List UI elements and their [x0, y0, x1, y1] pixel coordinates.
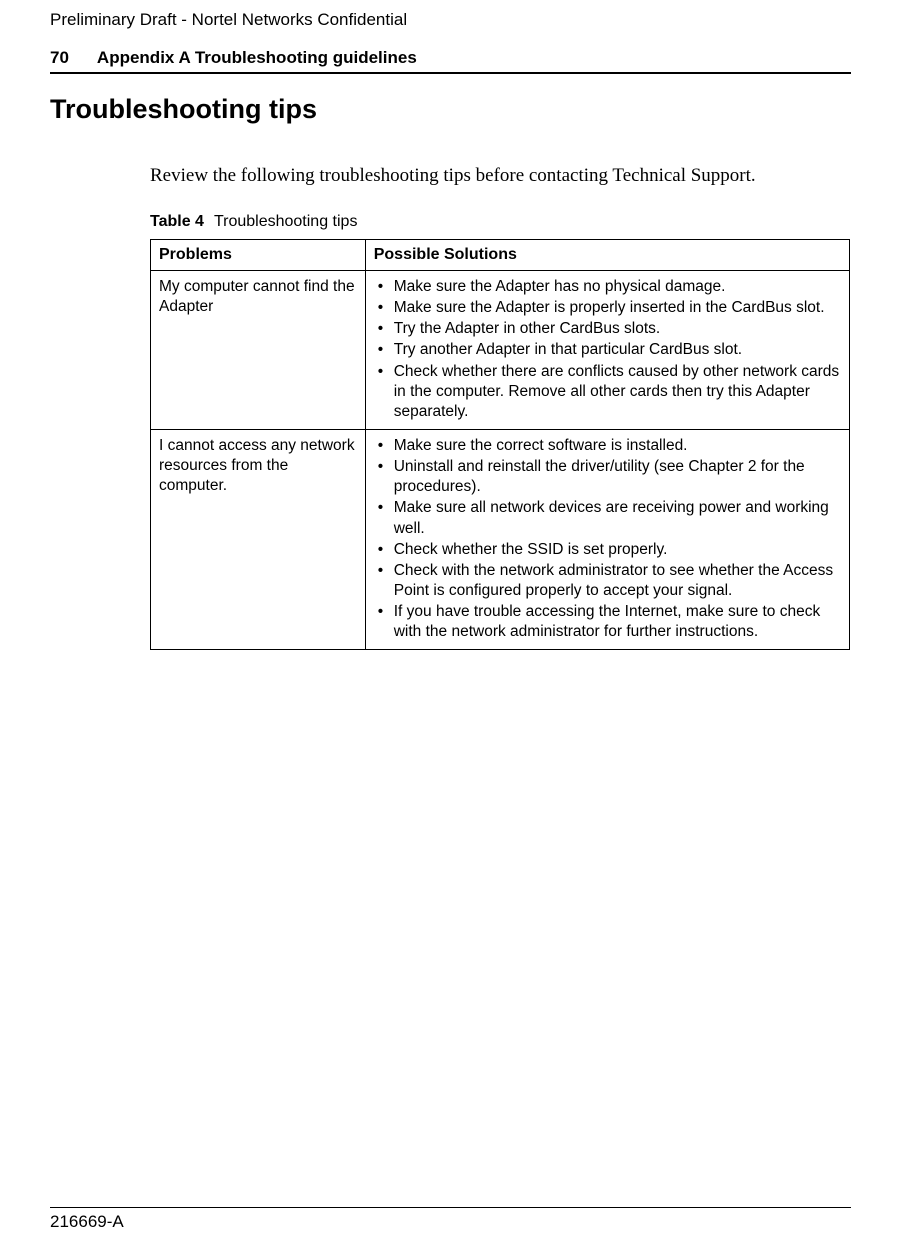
solution-cell: Make sure the Adapter has no physical da…	[365, 271, 849, 430]
solution-list: Make sure the Adapter has no physical da…	[374, 277, 841, 422]
problem-cell: I cannot access any network resources fr…	[151, 429, 366, 649]
table-caption-text: Troubleshooting tips	[214, 213, 358, 230]
page-header: 70 Appendix A Troubleshooting guidelines	[50, 48, 851, 68]
list-item: Uninstall and reinstall the driver/utili…	[374, 457, 841, 497]
draft-label: Preliminary Draft - Nortel Networks Conf…	[50, 10, 851, 30]
document-id: 216669-A	[50, 1212, 124, 1231]
page-footer: 216669-A	[50, 1207, 851, 1232]
page-container: Preliminary Draft - Nortel Networks Conf…	[0, 0, 901, 1252]
table-row: My computer cannot find the Adapter Make…	[151, 271, 850, 430]
main-title: Troubleshooting tips	[50, 94, 851, 125]
page-header-row: 70 Appendix A Troubleshooting guidelines	[50, 48, 851, 74]
list-item: Make sure the correct software is instal…	[374, 436, 841, 456]
table-row: I cannot access any network resources fr…	[151, 429, 850, 649]
list-item: Make sure the Adapter has no physical da…	[374, 277, 841, 297]
table-caption-number: Table 4	[150, 213, 204, 230]
table-body: My computer cannot find the Adapter Make…	[151, 271, 850, 650]
page-number: 70	[50, 48, 69, 68]
list-item: Try another Adapter in that particular C…	[374, 340, 841, 360]
solution-cell: Make sure the correct software is instal…	[365, 429, 849, 649]
table-header-solutions: Possible Solutions	[365, 240, 849, 271]
list-item: Make sure the Adapter is properly insert…	[374, 298, 841, 318]
problem-cell: My computer cannot find the Adapter	[151, 271, 366, 430]
list-item: If you have trouble accessing the Intern…	[374, 602, 841, 642]
solution-list: Make sure the correct software is instal…	[374, 436, 841, 642]
section-title: Appendix A Troubleshooting guidelines	[97, 48, 417, 67]
troubleshooting-table: Problems Possible Solutions My computer …	[150, 239, 850, 650]
footer-divider: 216669-A	[50, 1207, 851, 1232]
list-item: Make sure all network devices are receiv…	[374, 498, 841, 538]
table-header-problems: Problems	[151, 240, 366, 271]
table-caption: Table 4 Troubleshooting tips	[150, 213, 851, 231]
list-item: Try the Adapter in other CardBus slots.	[374, 319, 841, 339]
intro-paragraph: Review the following troubleshooting tip…	[150, 165, 851, 187]
table-header-row: Problems Possible Solutions	[151, 240, 850, 271]
list-item: Check whether there are conflicts caused…	[374, 362, 841, 422]
list-item: Check with the network administrator to …	[374, 561, 841, 601]
list-item: Check whether the SSID is set properly.	[374, 540, 841, 560]
